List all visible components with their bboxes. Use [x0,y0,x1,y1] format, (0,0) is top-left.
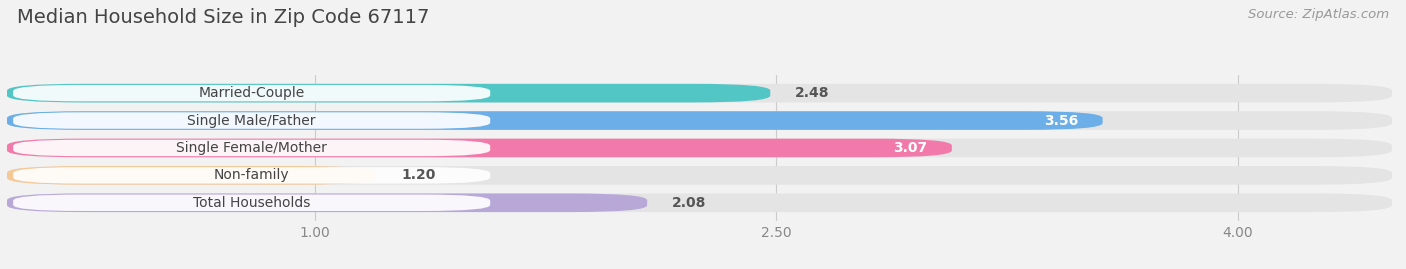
FancyBboxPatch shape [7,139,1392,157]
FancyBboxPatch shape [7,111,1102,130]
Text: 3.56: 3.56 [1043,114,1078,128]
Text: Single Male/Father: Single Male/Father [187,114,316,128]
FancyBboxPatch shape [7,84,770,102]
FancyBboxPatch shape [13,167,491,183]
FancyBboxPatch shape [13,194,491,211]
Text: 3.07: 3.07 [893,141,927,155]
Text: Median Household Size in Zip Code 67117: Median Household Size in Zip Code 67117 [17,8,429,27]
Text: Total Households: Total Households [193,196,311,210]
Text: 2.08: 2.08 [672,196,706,210]
FancyBboxPatch shape [7,111,1392,130]
Text: Source: ZipAtlas.com: Source: ZipAtlas.com [1249,8,1389,21]
Text: Non-family: Non-family [214,168,290,182]
FancyBboxPatch shape [7,166,377,185]
FancyBboxPatch shape [13,85,491,101]
Text: 2.48: 2.48 [794,86,830,100]
Text: 1.20: 1.20 [401,168,436,182]
FancyBboxPatch shape [7,166,1392,185]
Text: Married-Couple: Married-Couple [198,86,305,100]
FancyBboxPatch shape [13,140,491,156]
FancyBboxPatch shape [7,139,952,157]
FancyBboxPatch shape [7,84,1392,102]
FancyBboxPatch shape [7,193,647,212]
FancyBboxPatch shape [13,112,491,129]
FancyBboxPatch shape [7,193,1392,212]
Text: Single Female/Mother: Single Female/Mother [176,141,328,155]
